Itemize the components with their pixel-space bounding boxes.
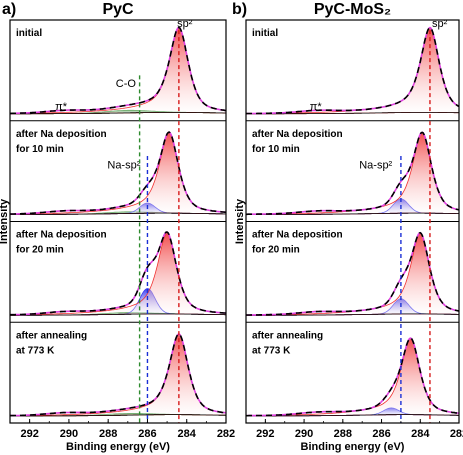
background-line [10,112,226,115]
background-line [246,414,459,417]
y-axis-label: Intensity [234,198,246,244]
plot-frame [245,19,460,424]
x-tick-label: 288 [99,428,117,440]
peak-annotation: sp² [177,18,193,30]
subpanel-label: initial [16,28,42,39]
peak-annotation: Na-sp² [107,159,140,171]
x-axis-label: Binding energy (eV) [301,441,405,453]
subpanel-4: after annealing at 773 K [9,321,227,417]
x-tick-label: 282 [450,428,463,440]
subpanel-2: after Na deposition for 10 min Na-sp² [9,120,227,215]
peak-annotation: π* [55,101,68,113]
measured-data [246,337,460,417]
subpanel-label: after Na deposition [252,230,343,241]
measured-data [10,26,227,115]
x-tick-label: 286 [372,428,390,440]
background-line [10,313,226,316]
subpanel-label: after annealing [16,330,87,341]
y-axis-label: Intensity [0,198,10,244]
measured-data [246,131,460,216]
subpanel-label: for 10 min [252,144,300,155]
x-tick-label: 286 [138,428,156,440]
background-line [10,414,227,417]
x-tick-label: 292 [256,428,274,440]
subpanel-3: after Na deposition for 20 min [9,221,227,316]
x-tick-label: 290 [295,428,313,440]
subpanel-label: for 20 min [16,245,64,256]
component-sp2-peak [9,27,227,115]
subpanel-label: at 773 K [16,345,55,356]
plot-frame [9,19,227,424]
subpanel-label: after Na deposition [16,129,107,140]
subpanel-1: initial sp² π* [245,18,460,115]
subpanel-2: after Na deposition for 10 min Na-sp² [245,120,460,216]
subpanel-label: for 20 min [252,245,300,256]
measured-data [246,231,460,316]
subpanel-label: for 10 min [16,144,64,155]
peak-annotation: Na-sp² [359,159,392,171]
background-line [10,212,226,215]
x-tick-label: 284 [411,428,430,440]
fit-envelope [10,131,226,215]
x-tick-label: 282 [217,428,235,440]
chart-panel-1: a) PyC Intensity initial sp² C-O π* after Na de… [0,1,235,453]
subpanel-4: after annealing at 773 K [245,321,460,417]
subpanel-label: after Na deposition [252,129,343,140]
subpanel-1: initial sp² C-O π* [9,18,227,115]
background-line [246,112,459,115]
subpanel-label: after annealing [252,330,323,341]
panel-title: PyC-MoS₂ [314,1,391,18]
x-tick-label: 284 [178,428,197,440]
panel-letter: b) [232,1,247,18]
measured-data [10,333,227,417]
subpanel-label: at 773 K [252,345,291,356]
panel-letter: a) [2,1,16,18]
subpanel-label: after Na deposition [16,230,107,241]
subpanel-label: initial [252,28,278,39]
x-tick-label: 292 [20,428,38,440]
panel-title: PyC [102,1,134,18]
chart-panel-2: b) PyC-MoS₂ Intensity initial sp² π* after Na … [232,1,463,453]
peak-annotation: π* [310,101,323,113]
peak-annotation: sp² [432,18,448,30]
background-line [246,212,459,215]
background-line [246,313,459,316]
component-sp2-peak [245,27,460,115]
x-axis-label: Binding energy (eV) [66,441,170,453]
fit-envelope [9,231,227,316]
subpanel-3: after Na deposition for 20 min [245,221,460,316]
x-tick-label: 288 [334,428,352,440]
measured-data [245,26,460,115]
x-tick-label: 290 [60,428,78,440]
peak-annotation: C-O [116,78,137,90]
